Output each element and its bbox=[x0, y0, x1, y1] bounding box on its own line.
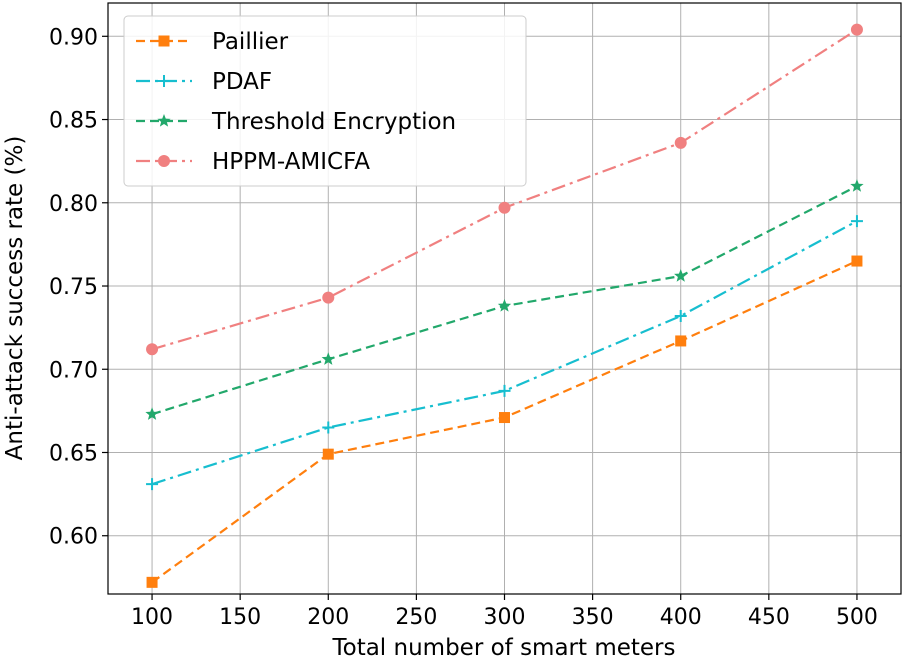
data-point bbox=[498, 384, 511, 397]
series-threshold-encryption bbox=[145, 179, 864, 420]
x-tick-label: 100 bbox=[131, 605, 173, 630]
y-tick-label: 0.70 bbox=[49, 358, 98, 383]
y-tick-label: 0.60 bbox=[49, 525, 98, 550]
legend: Paillier PDAF Threshold Encryption HPPM-AMI… bbox=[123, 15, 527, 187]
data-point bbox=[674, 136, 687, 149]
x-tick-label: 450 bbox=[748, 605, 790, 630]
series-hppm-amicfa bbox=[146, 23, 863, 356]
data-point bbox=[497, 298, 512, 312]
x-tick-label: 300 bbox=[484, 605, 526, 630]
series-paillier bbox=[146, 255, 863, 588]
data-point bbox=[674, 269, 688, 282]
y-tick-label: 0.75 bbox=[49, 275, 98, 300]
data-point bbox=[850, 23, 863, 36]
y-tick-label: 0.90 bbox=[49, 25, 98, 50]
series-lines bbox=[145, 23, 864, 588]
y-tick-label: 0.65 bbox=[49, 441, 98, 466]
data-point bbox=[322, 421, 335, 434]
legend-marker bbox=[158, 35, 170, 47]
x-tick-label: 500 bbox=[836, 605, 878, 630]
data-point bbox=[675, 335, 687, 347]
y-tick-label: 0.80 bbox=[49, 192, 98, 217]
data-point bbox=[146, 478, 159, 491]
legend-marker bbox=[158, 75, 170, 87]
data-point bbox=[499, 412, 510, 424]
data-point bbox=[146, 343, 159, 356]
series-line bbox=[151, 220, 858, 486]
legend-box bbox=[123, 15, 527, 187]
legend-label: Paillier bbox=[212, 29, 289, 55]
data-point bbox=[321, 352, 335, 365]
data-point bbox=[145, 407, 159, 420]
data-point bbox=[850, 179, 864, 192]
legend-marker bbox=[157, 114, 171, 127]
data-point bbox=[146, 576, 158, 588]
x-tick-label: 250 bbox=[395, 605, 437, 630]
legend-label: HPPM-AMICFA bbox=[212, 149, 370, 175]
data-point bbox=[851, 255, 863, 267]
x-tick-label: 200 bbox=[307, 605, 349, 630]
data-point bbox=[674, 309, 687, 322]
data-point bbox=[498, 201, 511, 214]
legend-label: Threshold Encryption bbox=[211, 109, 456, 135]
plot-area bbox=[107, 2, 902, 595]
legend-marker bbox=[158, 155, 170, 167]
y-tick-label: 0.85 bbox=[49, 109, 98, 134]
x-tick-label: 150 bbox=[219, 605, 261, 630]
x-axis-label: Total number of smart meters bbox=[331, 635, 675, 661]
axis-ticks: 100 150 200 250 300 350 400 450 500 0.60 0.65 0.70 0… bbox=[49, 25, 878, 630]
data-point bbox=[850, 215, 863, 228]
y-axis-label: Anti-attack success rate (%) bbox=[2, 136, 28, 461]
x-tick-label: 400 bbox=[660, 605, 702, 630]
x-tick-label: 350 bbox=[572, 605, 614, 630]
series-pdaf bbox=[146, 215, 863, 491]
data-point bbox=[322, 291, 335, 304]
data-point bbox=[322, 448, 334, 460]
legend-label: PDAF bbox=[212, 69, 272, 95]
